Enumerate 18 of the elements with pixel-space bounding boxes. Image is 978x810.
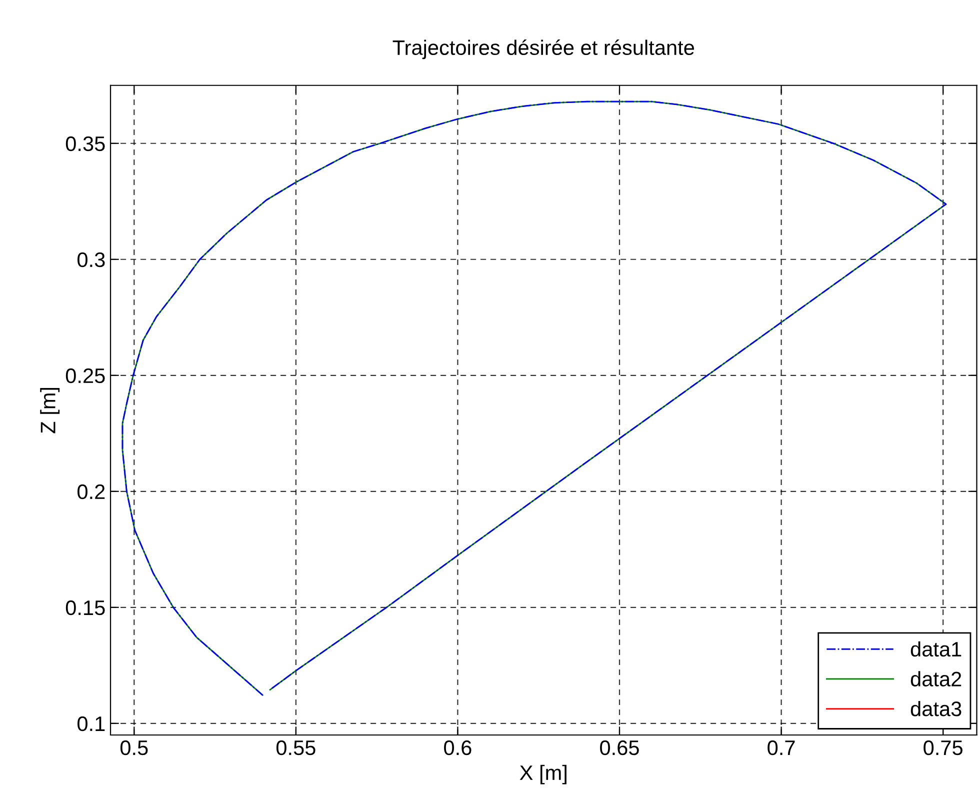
x-axis-title: X [m] xyxy=(520,764,566,784)
y-axis-title: Z [m] xyxy=(40,388,60,434)
y-tick-label: 0.15 xyxy=(66,600,105,616)
x-tick-label: 0.55 xyxy=(276,740,316,756)
y-tick-label: 0.25 xyxy=(66,368,105,384)
legend-label: data2 xyxy=(910,671,962,686)
legend-label: data3 xyxy=(910,700,962,716)
y-tick-label: 0.1 xyxy=(78,716,105,732)
y-tick-label: 0.35 xyxy=(66,136,105,152)
x-tick-label: 0.7 xyxy=(768,740,795,756)
legend-label: data1 xyxy=(910,641,962,657)
x-tick-label: 0.5 xyxy=(120,740,148,756)
x-tick-label: 0.6 xyxy=(444,740,472,756)
x-tick-label: 0.75 xyxy=(924,740,962,756)
y-tick-label: 0.2 xyxy=(78,484,105,500)
y-tick-label: 0.3 xyxy=(78,252,105,268)
x-tick-label: 0.65 xyxy=(600,740,639,756)
chart-title: Trajectoires désirée et résultante xyxy=(392,39,694,60)
